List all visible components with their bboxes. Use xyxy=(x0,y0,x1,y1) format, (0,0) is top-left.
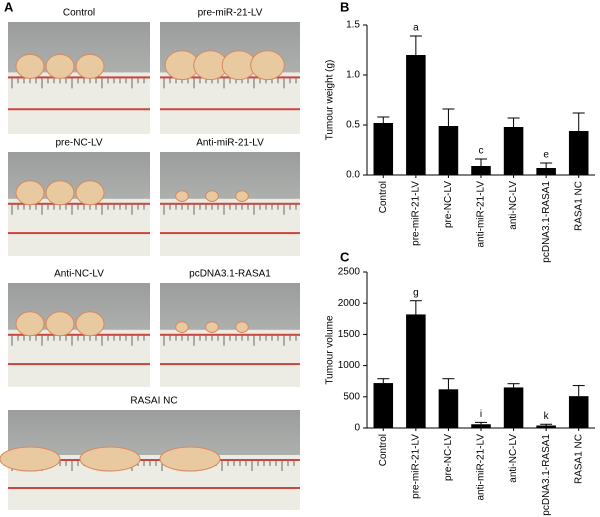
panel-label: B xyxy=(340,0,349,14)
tumour xyxy=(205,190,219,203)
x-tick-label: anti-NC-LV xyxy=(508,434,519,483)
bar xyxy=(503,127,524,175)
x-tick-label: RASA1 NC xyxy=(573,181,584,231)
x-tick-label: anti-NC-LV xyxy=(508,181,519,230)
bar xyxy=(536,168,556,175)
x-tick-label: Control xyxy=(378,434,389,466)
y-tick-label: 1.0 xyxy=(346,70,360,81)
bar xyxy=(471,166,491,175)
x-tick-label: pre-NC-LV xyxy=(443,434,454,481)
significance-label: i xyxy=(480,409,482,420)
photo-caption: pre-NC-LV xyxy=(55,138,102,149)
bar xyxy=(438,126,459,175)
ruler-stripe xyxy=(160,363,300,366)
tumour xyxy=(175,190,189,203)
x-tick-label: anti-miR-21-LV xyxy=(476,181,487,248)
significance-label: k xyxy=(544,411,550,422)
photo-caption: pre-miR-21-LV xyxy=(198,8,263,19)
tumour xyxy=(45,53,75,79)
x-tick-label: pcDNA3.1-RASA1 xyxy=(541,181,552,263)
ruler xyxy=(8,198,150,256)
y-tick-label: 0.0 xyxy=(346,170,360,181)
photo-caption: Control xyxy=(63,8,95,19)
ruler-stripe xyxy=(8,76,150,79)
ruler-stripe xyxy=(160,333,300,336)
photo-caption: pcDNA3.1-RASA1 xyxy=(189,269,271,280)
bar xyxy=(373,383,394,428)
ruler-stripe xyxy=(8,459,300,461)
significance-label: c xyxy=(479,146,484,157)
y-tick-label: 1500 xyxy=(338,329,361,340)
bar xyxy=(536,425,556,428)
ruler-stripe xyxy=(8,363,150,366)
x-tick-label: pre-NC-LV xyxy=(443,181,454,228)
tumour xyxy=(235,321,249,334)
ruler-stripe xyxy=(8,487,300,489)
ruler-stripe xyxy=(160,108,300,111)
ruler xyxy=(8,72,150,134)
tumour xyxy=(235,190,249,203)
tumour xyxy=(15,53,45,79)
ruler-stripe xyxy=(8,202,150,205)
tumour xyxy=(205,321,219,334)
bar xyxy=(406,55,426,175)
x-tick-label: pcDNA3.1-RASA1 xyxy=(541,434,552,516)
ruler xyxy=(8,329,150,387)
y-tick-label: 1000 xyxy=(338,360,361,371)
bar xyxy=(471,424,491,428)
ruler-stripe xyxy=(8,333,150,336)
x-tick-label: pre-miR-21-LV xyxy=(410,181,421,246)
x-tick-label: Control xyxy=(378,181,389,213)
y-tick-label: 2000 xyxy=(338,298,361,309)
significance-label: e xyxy=(543,150,549,161)
bar xyxy=(406,314,426,428)
tumour xyxy=(45,311,75,337)
bar xyxy=(373,123,394,175)
y-tick-label: 0.5 xyxy=(346,120,360,131)
ruler-stripe xyxy=(8,232,150,235)
bar xyxy=(568,396,589,428)
y-tick-label: 2500 xyxy=(338,267,361,278)
tumour xyxy=(0,446,61,472)
panel-label: C xyxy=(340,249,350,264)
tumour xyxy=(250,50,285,81)
ruler-stripe xyxy=(160,202,300,205)
tumour xyxy=(15,180,45,206)
tumour xyxy=(175,321,189,334)
tumour xyxy=(75,180,105,206)
y-tick-label: 1.5 xyxy=(346,20,360,31)
photo-caption: Anti-NC-LV xyxy=(54,269,104,280)
bar xyxy=(438,389,459,428)
panel-label: A xyxy=(4,0,14,14)
x-tick-label: pre-miR-21-LV xyxy=(410,434,421,499)
tumour xyxy=(75,53,105,79)
bar xyxy=(568,131,589,175)
bar xyxy=(503,387,524,428)
tumour xyxy=(45,180,75,206)
y-axis-label: Tumour weight (g) xyxy=(325,60,336,141)
ruler-stripe xyxy=(8,108,150,111)
y-tick-label: 0 xyxy=(354,423,360,434)
significance-label: g xyxy=(413,287,419,298)
significance-label: a xyxy=(413,23,419,34)
y-tick-label: 500 xyxy=(343,391,360,402)
tumour xyxy=(79,446,141,472)
x-tick-label: RASA1 NC xyxy=(573,434,584,484)
tumour xyxy=(15,311,45,337)
x-tick-label: anti-miR-21-LV xyxy=(476,434,487,501)
ruler-stripe xyxy=(160,232,300,235)
tumour xyxy=(159,446,221,472)
tumour xyxy=(75,311,105,337)
photo-caption: RASAI NC xyxy=(130,396,177,407)
y-axis-label: Tumour volume xyxy=(325,315,336,385)
photo-caption: Anti-miR-21-LV xyxy=(196,138,264,149)
